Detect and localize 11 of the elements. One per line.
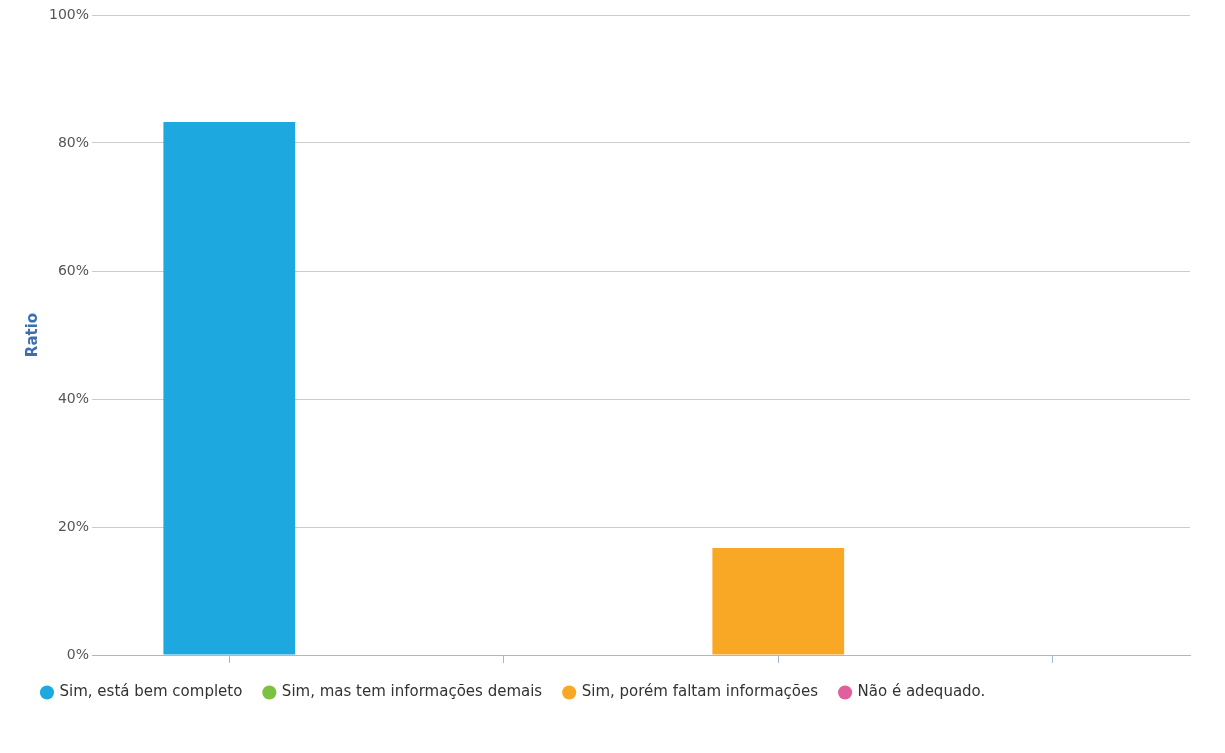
y-tick-label: 40% <box>57 389 90 406</box>
legend-label: Sim, mas tem informações demais <box>281 682 543 701</box>
y-tick-label: 100% <box>48 5 90 22</box>
y-tick-label: 60% <box>57 261 90 278</box>
y-tick-label: 80% <box>57 133 90 150</box>
legend-label: Sim, porém faltam informações <box>581 682 819 701</box>
y-axis-title: Ratio <box>22 312 41 358</box>
y-tick-label: 0% <box>66 645 90 662</box>
y-tick-label: 20% <box>57 517 90 534</box>
legend-label: Sim, está bem completo <box>59 682 243 701</box>
legend-label: Não é adequado. <box>857 682 986 701</box>
